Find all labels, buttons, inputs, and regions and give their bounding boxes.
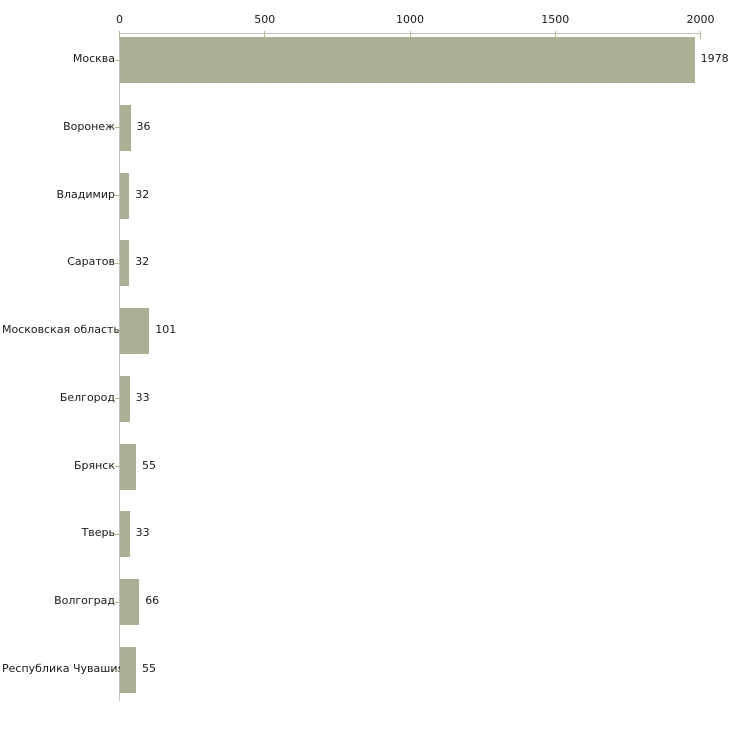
y-axis-tick-mark xyxy=(115,466,121,468)
value-label: 33 xyxy=(135,390,150,404)
value-label: 101 xyxy=(155,323,177,337)
bar xyxy=(120,240,130,287)
x-axis-tick-label: 0 xyxy=(116,13,123,26)
y-axis-tick-mark xyxy=(115,398,121,400)
y-axis-tick-mark xyxy=(115,262,121,264)
value-label: 32 xyxy=(135,255,150,269)
category-label: Саратов xyxy=(67,255,115,269)
x-axis-tick-label: 2000 xyxy=(686,13,715,26)
category-label: Волгоград xyxy=(54,594,115,608)
value-label: 55 xyxy=(142,662,156,676)
category-label: Московская область xyxy=(2,323,120,337)
category-label: Брянск xyxy=(73,458,115,472)
y-axis-tick-mark xyxy=(115,669,121,671)
value-label: 55 xyxy=(142,458,156,472)
bar xyxy=(120,647,136,694)
y-axis-tick-mark xyxy=(115,330,121,332)
bar xyxy=(120,37,695,83)
x-axis-tick-mark xyxy=(700,30,701,39)
y-axis-tick-mark xyxy=(115,127,121,129)
bar xyxy=(120,443,136,490)
category-label: Владимир xyxy=(56,187,115,201)
bar xyxy=(120,579,140,626)
y-axis-line xyxy=(119,33,120,701)
y-axis-tick-mark xyxy=(115,195,121,197)
x-axis-tick-label: 500 xyxy=(254,13,276,26)
y-axis-tick-mark xyxy=(115,59,121,61)
x-axis-tick-mark xyxy=(409,30,411,39)
value-label: 36 xyxy=(136,119,151,133)
category-label: Тверь xyxy=(81,526,115,540)
x-axis-tick-mark xyxy=(264,30,266,39)
x-axis-tick-label: 1500 xyxy=(541,13,570,26)
category-label: Республика Чувашия xyxy=(2,662,125,676)
value-label: 1978 xyxy=(700,52,729,65)
value-label: 32 xyxy=(135,187,150,201)
y-axis-tick-mark xyxy=(115,601,121,603)
bar xyxy=(120,104,131,151)
bar xyxy=(120,308,150,355)
value-label: 33 xyxy=(135,526,150,540)
y-axis-tick-mark xyxy=(115,533,121,535)
bar xyxy=(120,511,130,558)
category-label: Москва xyxy=(72,52,115,65)
x-axis-tick-label: 1000 xyxy=(396,13,424,26)
bar xyxy=(120,375,130,422)
value-label: 66 xyxy=(145,594,160,608)
category-label: Воронеж xyxy=(63,119,115,133)
x-axis-tick-mark xyxy=(554,30,556,39)
bar xyxy=(120,172,130,219)
category-label: Белгород xyxy=(59,390,115,404)
x-axis-tick-mark xyxy=(119,30,120,39)
